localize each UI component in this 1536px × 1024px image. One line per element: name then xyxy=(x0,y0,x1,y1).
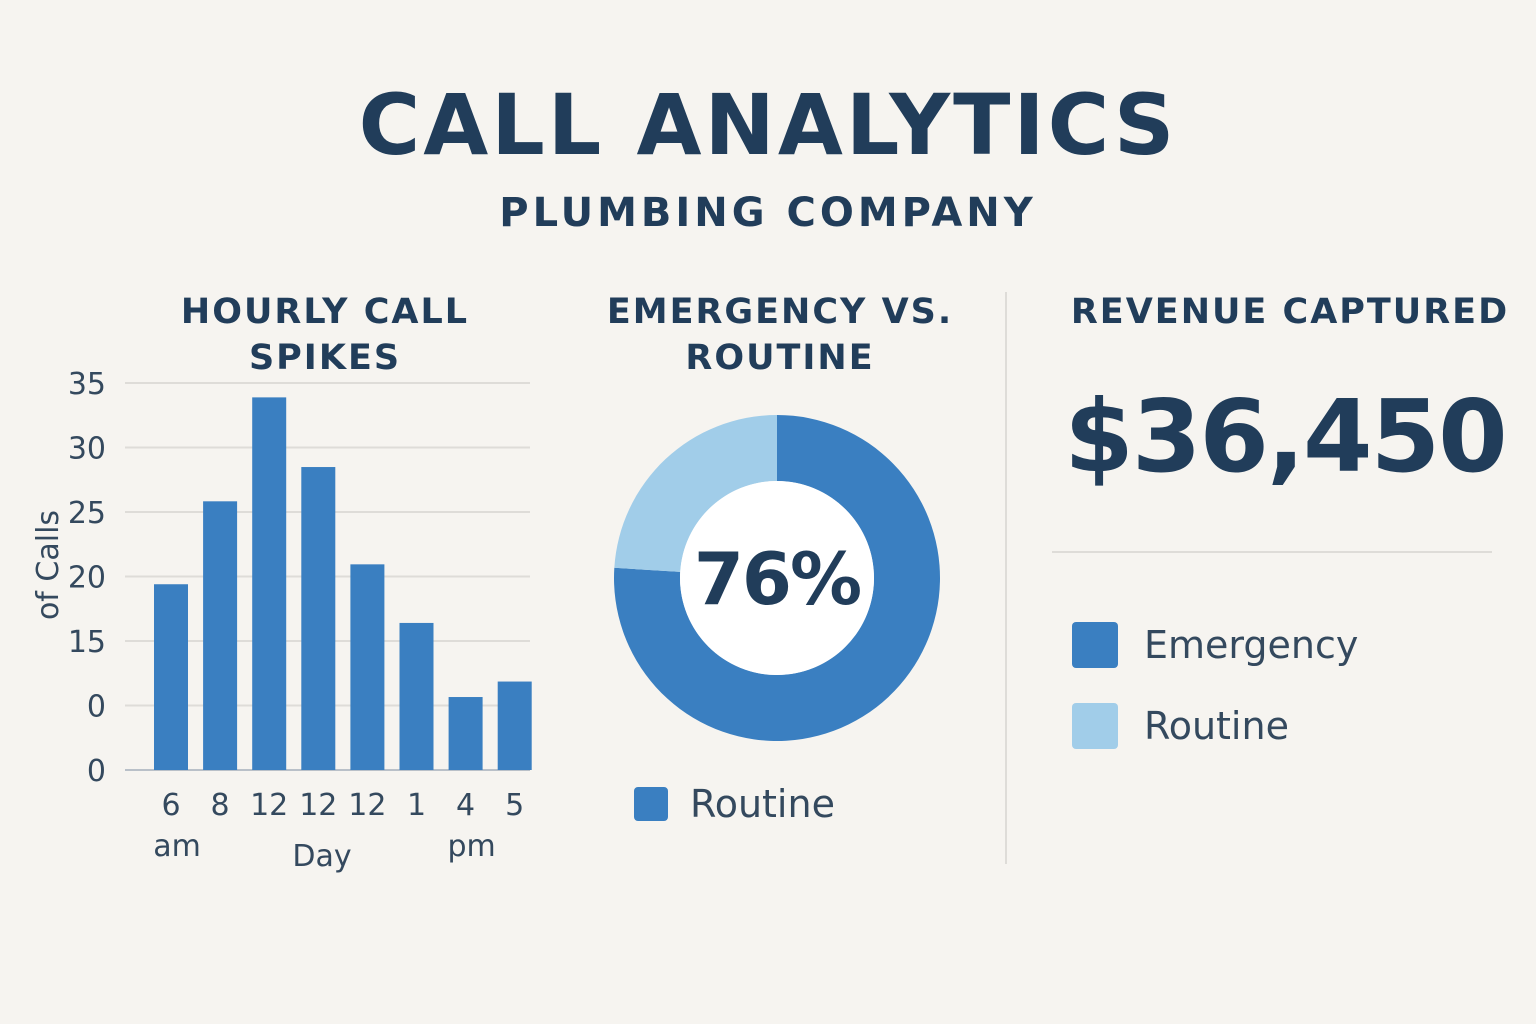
donut-chart-title: EMERGENCY VS. ROUTINE xyxy=(600,289,960,381)
donut-legend-label: Routine xyxy=(690,782,835,826)
legend-swatch-emergency xyxy=(1072,622,1118,668)
y-tick-label: 35 xyxy=(68,367,106,402)
y-tick-label: 30 xyxy=(68,432,106,467)
x-tick-label: 6 xyxy=(161,788,180,823)
x-tick-label: 5 xyxy=(505,788,524,823)
bar xyxy=(154,584,188,770)
bar xyxy=(350,564,385,770)
panel-divider xyxy=(1005,292,1007,864)
bar xyxy=(203,501,238,770)
page-subtitle: PLUMBING COMPANY xyxy=(499,190,1037,236)
bar-chart-title: HOURLY CALL SPIKES xyxy=(180,292,470,378)
donut-slice-routine xyxy=(614,415,777,572)
hourly-call-bar-chart: 35 30 25 20 15 0 0 of Calls 6 8 12 12 12 1 4 5 am pm Day xyxy=(31,367,532,874)
x-tick-sublabel: pm xyxy=(447,829,495,864)
revenue-legend-emergency: Emergency xyxy=(1072,622,1358,668)
x-tick-label: 8 xyxy=(211,788,230,823)
x-axis-label: Day xyxy=(292,839,351,874)
bar xyxy=(252,397,287,770)
donut-hole xyxy=(680,481,874,675)
x-tick-label: 12 xyxy=(250,788,288,823)
x-tick-sublabel: am xyxy=(153,829,201,864)
y-tick-label: 25 xyxy=(68,496,106,531)
y-tick-label: 20 xyxy=(68,561,106,596)
revenue-title: REVENUE CAPTURED xyxy=(1070,292,1510,332)
y-tick-label: 0 xyxy=(87,690,106,725)
revenue-separator xyxy=(1052,551,1492,553)
x-tick-label: 1 xyxy=(407,788,426,823)
bar xyxy=(399,622,434,770)
page-title: CALL ANALYTICS xyxy=(358,76,1178,174)
revenue-value: $36,450 xyxy=(1064,378,1507,495)
y-tick-label: 0 xyxy=(87,754,106,789)
bar xyxy=(301,467,336,770)
y-axis-label: of Calls xyxy=(31,510,66,620)
y-tick-label: 15 xyxy=(68,625,106,660)
legend-label-routine: Routine xyxy=(1144,704,1289,748)
x-tick-label: 12 xyxy=(299,788,337,823)
legend-label-emergency: Emergency xyxy=(1144,623,1359,667)
legend-swatch-routine xyxy=(1072,703,1118,749)
donut-center-label: 76% xyxy=(694,537,860,621)
donut-legend-swatch xyxy=(634,787,668,821)
revenue-legend-routine: Routine xyxy=(1072,703,1289,749)
x-tick-label: 12 xyxy=(348,788,386,823)
donut-title-line2: ROUTINE xyxy=(685,338,875,378)
donut-slice-emergency xyxy=(613,415,940,741)
donut-legend-routine: Routine xyxy=(634,782,835,826)
x-tick-label: 4 xyxy=(456,788,475,823)
bar xyxy=(497,681,532,770)
bar xyxy=(448,697,483,770)
donut-title-line1: EMERGENCY VS. xyxy=(606,292,954,332)
